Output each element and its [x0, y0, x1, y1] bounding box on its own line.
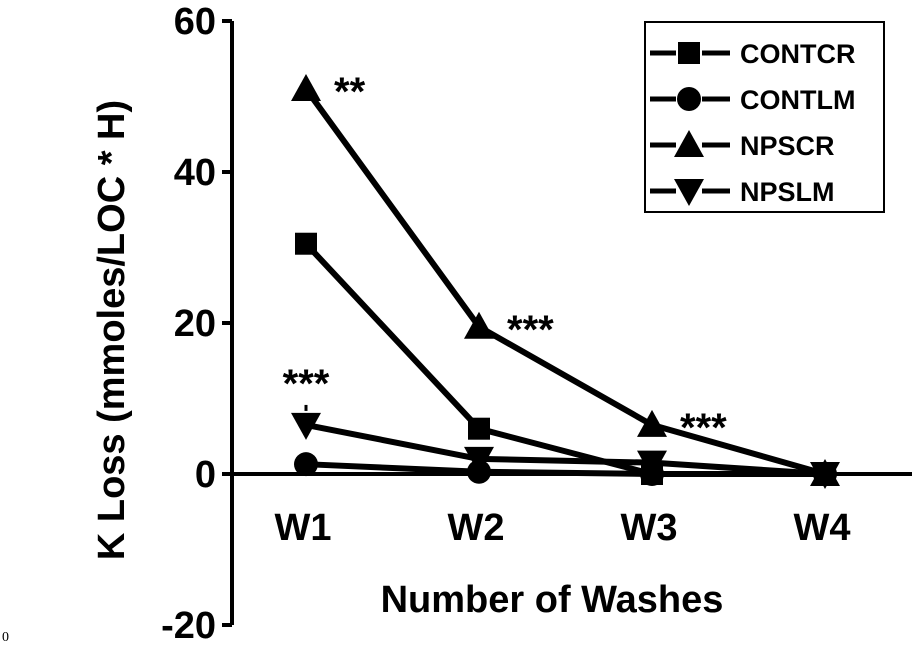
- legend-label: NPSLM: [740, 177, 835, 207]
- axes: -20 0 20 40 60 W1 W2 W3 W4 Number of Washes K Loss…: [91, 1, 912, 647]
- corner-label: 0: [2, 630, 9, 645]
- data-point: [291, 412, 321, 440]
- y-tick-label: 40: [174, 152, 216, 194]
- x-tick-label: W3: [621, 507, 678, 549]
- data-point: [294, 452, 318, 477]
- legend-marker: [677, 87, 701, 111]
- data-point: [468, 417, 490, 440]
- significance-annotation: ***: [507, 308, 554, 352]
- series-line: [305, 461, 825, 477]
- data-point: [810, 462, 840, 489]
- series-line: [305, 421, 826, 477]
- x-axis-title: Number of Washes: [381, 579, 724, 621]
- data-point: [464, 311, 494, 339]
- legend-marker: [674, 130, 704, 157]
- legend-item-npslm: NPSLM: [650, 177, 835, 207]
- data-point: [295, 232, 317, 255]
- data-point: [637, 450, 667, 478]
- y-tick-label: 60: [174, 1, 216, 43]
- y-tick-label: 20: [174, 303, 216, 345]
- legend-item-contcr: CONTCR: [650, 39, 856, 69]
- legend-item-npscr: NPSCR: [650, 130, 835, 161]
- significance-annotation: ***: [680, 406, 727, 450]
- significance-annotation: **: [334, 70, 366, 114]
- significance-annotation: ***: [283, 362, 330, 406]
- legend: CONTCR CONTLM NPSCR NPSLM: [644, 21, 885, 213]
- y-tick-label: -20: [161, 605, 216, 647]
- legend-marker: [674, 179, 704, 206]
- data-point: [291, 73, 321, 101]
- series-group: [291, 73, 840, 489]
- legend-item-contlm: CONTLM: [650, 85, 855, 115]
- data-point: [637, 409, 667, 437]
- y-tick-label: 0: [195, 454, 216, 496]
- legend-label: CONTLM: [740, 85, 855, 115]
- legend-label: CONTCR: [740, 39, 856, 69]
- x-tick-label: W1: [275, 507, 332, 549]
- significance-annotations: ***********: [283, 70, 727, 450]
- x-tick-label: W2: [448, 507, 505, 549]
- legend-label: NPSCR: [740, 131, 835, 161]
- series-line: [303, 87, 826, 477]
- x-tick-label: W4: [794, 507, 851, 549]
- y-axis-title: K Loss (mmoles/LOC * H): [91, 100, 133, 560]
- series-npslm: [291, 412, 840, 489]
- legend-marker: [678, 42, 700, 64]
- data-point: [464, 446, 494, 474]
- series-contcr: [295, 232, 836, 485]
